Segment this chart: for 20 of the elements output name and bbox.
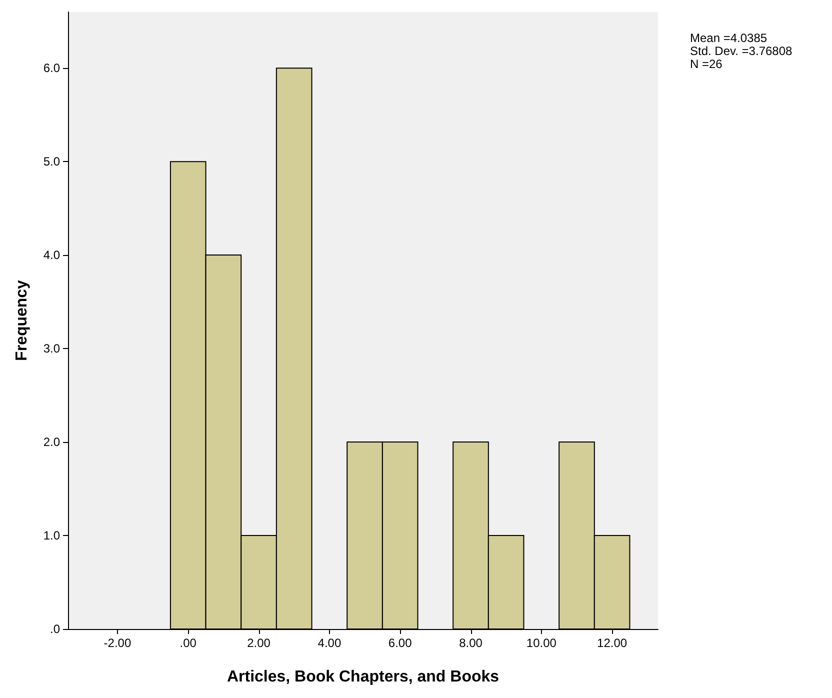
- y-tick-label: 3.0: [43, 342, 60, 356]
- y-tick-label: 5.0: [43, 154, 60, 169]
- x-tick-label: 8.00: [459, 636, 483, 650]
- y-tick-label: 4.0: [43, 248, 60, 262]
- x-tick-label: 10.00: [526, 636, 557, 650]
- x-axis-title: Articles, Book Chapters, and Books: [226, 668, 500, 686]
- text: N =26: [690, 57, 723, 71]
- x-tick-label: 4.00: [318, 636, 342, 650]
- text: Std. Dev. =3.76808: [690, 44, 793, 58]
- x-tick-label: .00: [180, 636, 197, 650]
- y-axis-title: Frequency: [14, 280, 30, 361]
- x-tick-label: 12.00: [597, 636, 628, 650]
- y-tick-label: 6.0: [43, 61, 60, 76]
- y-tick-label: 1.0: [43, 528, 60, 543]
- text: Mean =4.0385: [690, 31, 768, 45]
- x-tick-label: 6.00: [388, 636, 412, 650]
- y-tick-label: 2.0: [43, 435, 60, 450]
- y-tick-label: .0: [50, 622, 60, 636]
- x-tick-label: -2.00: [104, 636, 132, 650]
- x-tick-label: 2.00: [247, 636, 271, 650]
